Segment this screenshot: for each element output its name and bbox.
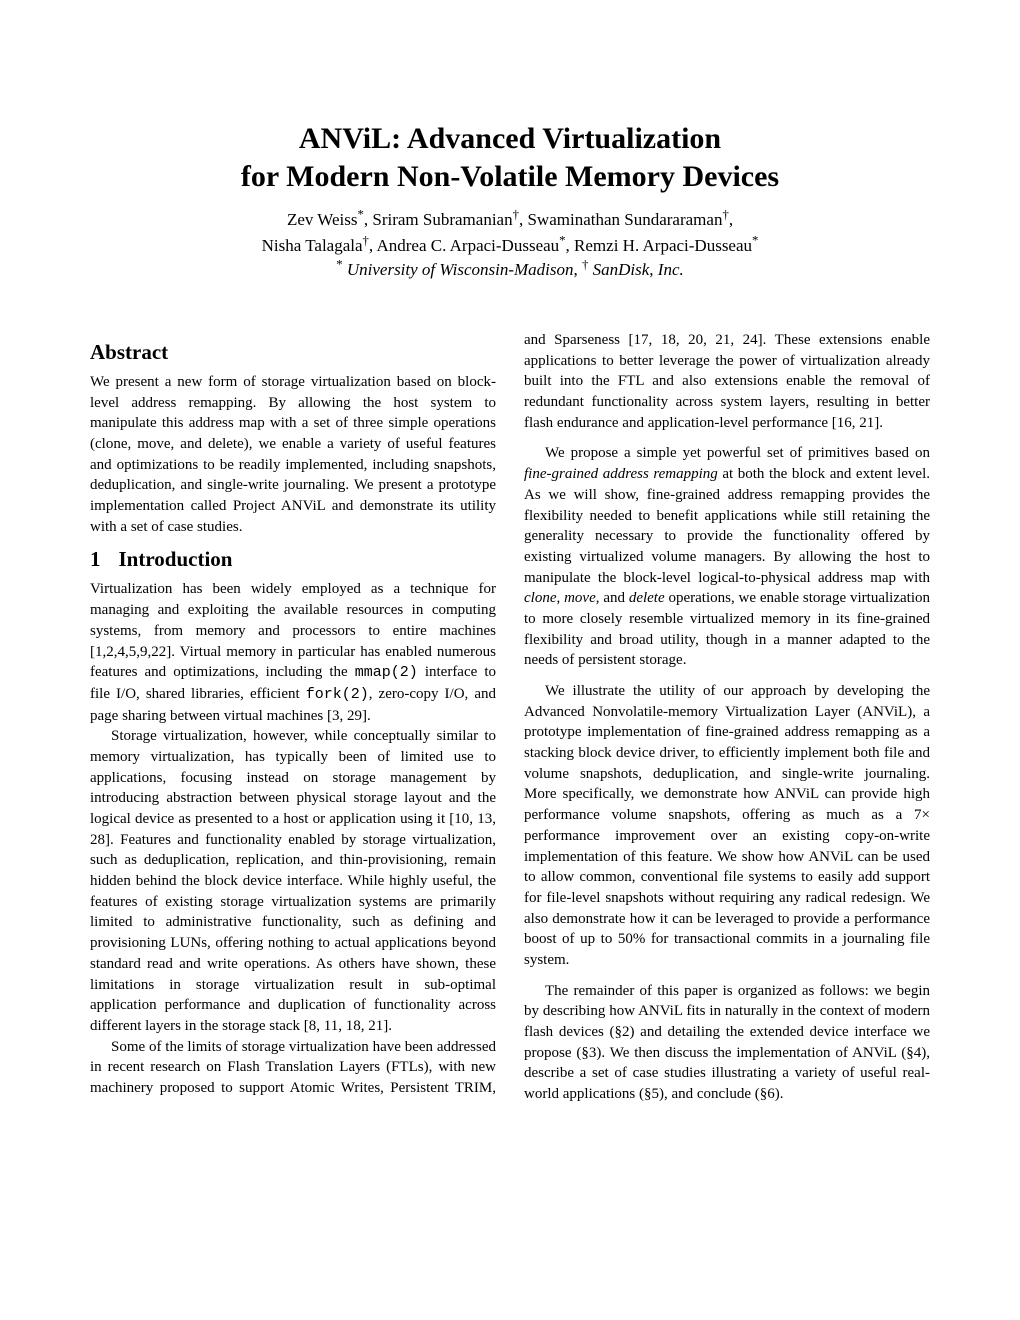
title-block: ANViL: Advanced Virtualization for Moder…	[90, 120, 930, 280]
intro-paragraph-4: We propose a simple yet powerful set of …	[524, 443, 930, 671]
emphasis: fine-grained address remapping	[524, 466, 718, 482]
title-line-2: for Modern Non-Volatile Memory Devices	[241, 160, 779, 193]
title-line-1: ANViL: Advanced Virtualization	[299, 122, 721, 155]
text: ,	[556, 590, 564, 606]
intro-paragraph-1: Virtualization has been widely employed …	[90, 579, 496, 726]
page: ANViL: Advanced Virtualization for Moder…	[0, 0, 1020, 1185]
emphasis: move	[564, 590, 596, 606]
author-text: , Remzi H. Arpaci-Dusseau	[566, 236, 752, 255]
body-columns: Abstract We present a new form of storag…	[90, 330, 930, 1105]
author-text: Zev Weiss	[287, 210, 358, 229]
abstract-body: We present a new form of storage virtual…	[90, 372, 496, 538]
affiliations: * University of Wisconsin-Madison, † San…	[90, 260, 930, 280]
affil-sep: ,	[574, 260, 583, 279]
affil-marker: *	[752, 233, 758, 247]
emphasis: delete	[629, 590, 665, 606]
author-text: , Sriram Subramanian	[364, 210, 513, 229]
text: , and	[596, 590, 629, 606]
author-text: Nisha Talagala	[262, 236, 363, 255]
authors: Zev Weiss*, Sriram Subramanian†, Swamina…	[90, 207, 930, 258]
intro-paragraph-5: We illustrate the utility of our approac…	[524, 681, 930, 971]
text: We propose a simple yet powerful set of …	[545, 445, 930, 461]
author-text: , Andrea C. Arpaci-Dusseau	[369, 236, 559, 255]
paragraph-break	[524, 671, 930, 681]
author-text: ,	[729, 210, 733, 229]
section-title: Introduction	[119, 547, 233, 571]
text: at both the block and extent level. As w…	[524, 466, 930, 585]
section-heading-intro: 1 Introduction	[90, 545, 496, 574]
paper-title: ANViL: Advanced Virtualization for Moder…	[90, 120, 930, 195]
emphasis: clone	[524, 590, 556, 606]
code-text: fork(2)	[306, 686, 369, 703]
author-text: , Swaminathan Sundararaman	[519, 210, 722, 229]
paragraph-break	[524, 971, 930, 981]
code-text: mmap(2)	[355, 664, 418, 681]
paragraph-break	[524, 433, 930, 443]
affil-text: SanDisk, Inc.	[588, 260, 683, 279]
affil-text: University of Wisconsin-Madison	[343, 260, 574, 279]
intro-paragraph-2: Storage virtualization, however, while c…	[90, 726, 496, 1036]
intro-paragraph-6: The remainder of this paper is organized…	[524, 981, 930, 1105]
section-number: 1	[90, 545, 101, 574]
abstract-heading: Abstract	[90, 338, 496, 367]
